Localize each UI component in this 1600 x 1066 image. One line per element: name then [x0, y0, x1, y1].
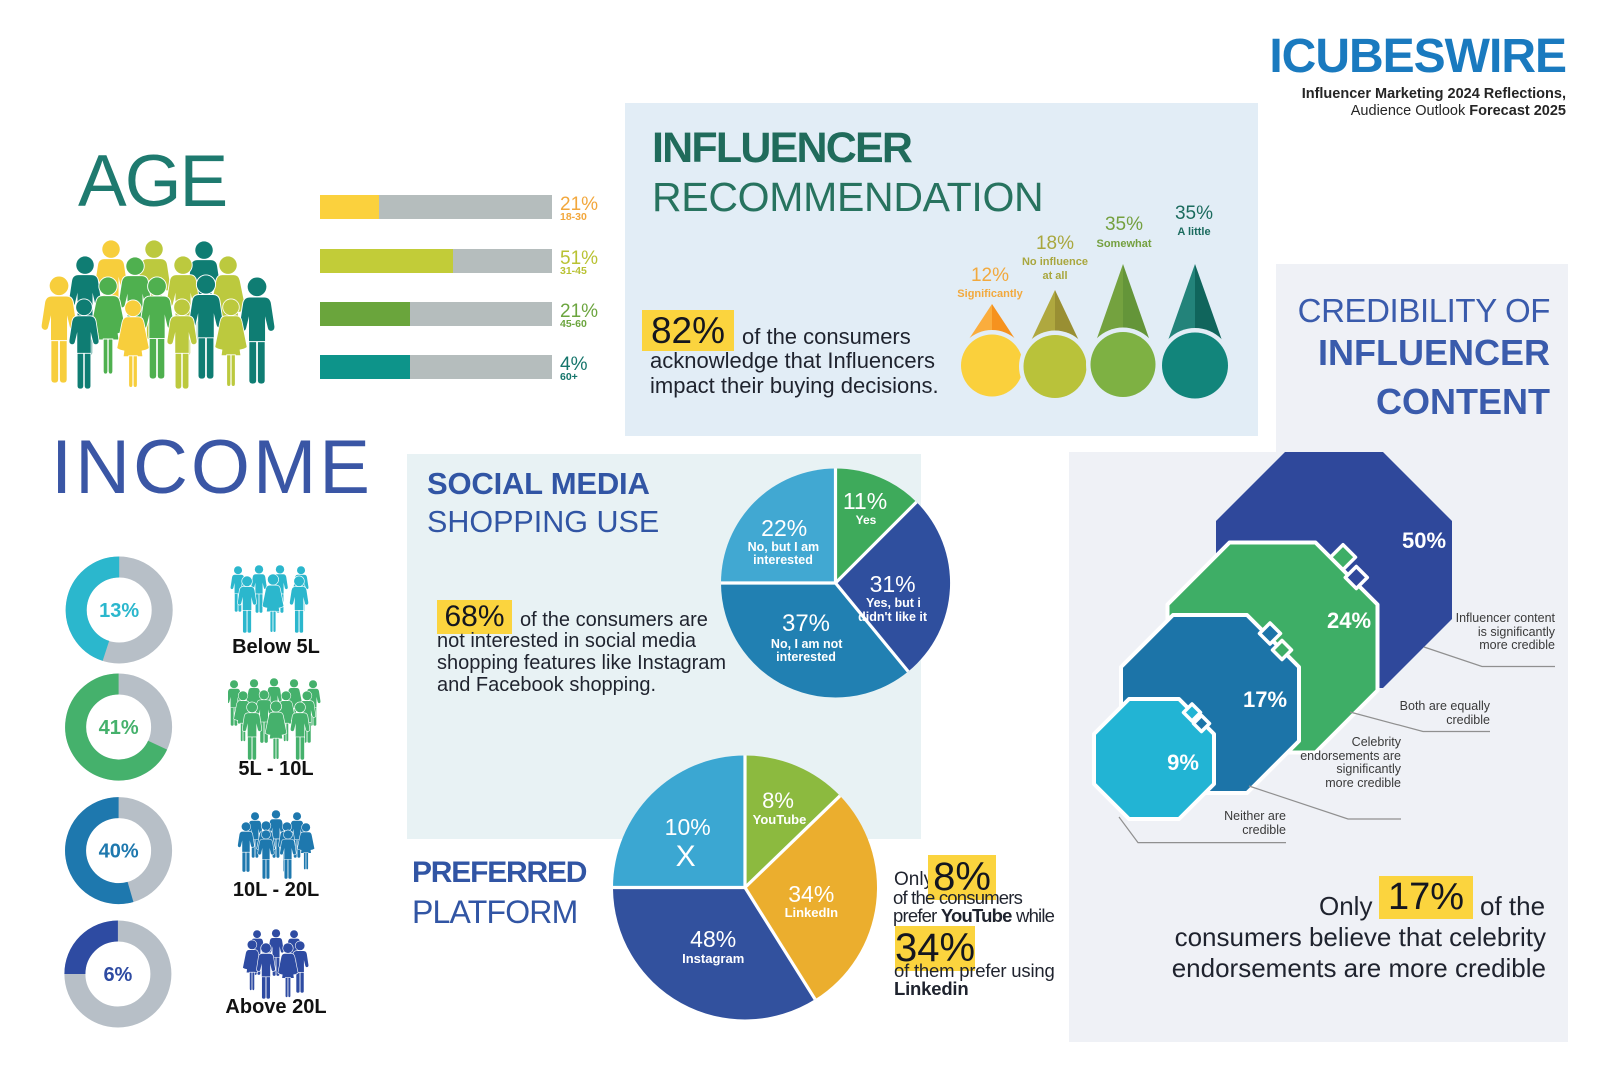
svg-text:40%: 40%	[99, 841, 139, 863]
svg-text:50%: 50%	[1402, 528, 1446, 553]
svg-text:Significantly: Significantly	[957, 288, 1023, 300]
svg-text:22%: 22%	[761, 515, 807, 541]
svg-text:No, I am not: No, I am not	[771, 637, 843, 651]
svg-text:YouTube: YouTube	[753, 812, 807, 827]
svg-text:X: X	[676, 840, 696, 873]
svg-text:35%: 35%	[1175, 203, 1213, 224]
svg-text:10%: 10%	[665, 814, 711, 840]
svg-text:Instagram: Instagram	[682, 951, 744, 966]
svg-text:interested: interested	[753, 553, 813, 567]
svg-text:8%: 8%	[762, 788, 794, 813]
svg-text:31%: 31%	[870, 571, 916, 597]
svg-text:17%: 17%	[1243, 687, 1287, 712]
svg-text:18%: 18%	[1036, 233, 1074, 254]
svg-text:13%: 13%	[99, 600, 139, 622]
svg-text:9%: 9%	[1167, 750, 1199, 775]
svg-text:Yes, but i: Yes, but i	[866, 596, 921, 610]
svg-text:No, but I am: No, but I am	[748, 540, 820, 554]
svg-text:Yes: Yes	[856, 513, 877, 527]
svg-text:No influence: No influence	[1022, 256, 1088, 268]
svg-text:48%: 48%	[690, 926, 736, 952]
svg-text:interested: interested	[776, 650, 836, 664]
svg-text:at all: at all	[1042, 270, 1067, 282]
svg-text:34%: 34%	[788, 881, 834, 907]
svg-text:35%: 35%	[1105, 214, 1143, 235]
svg-text:41%: 41%	[99, 717, 139, 739]
svg-text:didn't like it: didn't like it	[858, 610, 928, 624]
svg-text:LinkedIn: LinkedIn	[785, 905, 839, 920]
svg-text:37%: 37%	[782, 610, 830, 637]
svg-text:12%: 12%	[971, 265, 1009, 286]
svg-text:6%: 6%	[103, 964, 132, 986]
svg-text:Somewhat: Somewhat	[1096, 238, 1151, 250]
svg-text:A little: A little	[1177, 226, 1210, 238]
svg-text:11%: 11%	[843, 488, 887, 514]
svg-text:24%: 24%	[1327, 608, 1371, 633]
